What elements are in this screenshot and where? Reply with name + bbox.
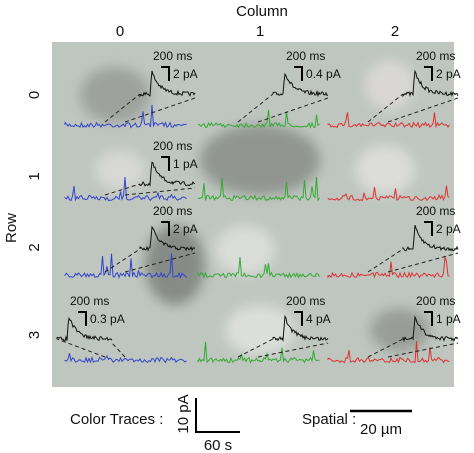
inset-trace <box>139 161 196 187</box>
color-trace <box>327 256 450 279</box>
time-scale: 60 s <box>204 437 232 453</box>
inset-scale-bar <box>424 311 433 326</box>
zoom-line <box>387 342 459 358</box>
inset-time-scale: 200 ms <box>153 49 192 63</box>
inset-time-scale: 200 ms <box>153 139 192 153</box>
color-trace <box>64 253 187 280</box>
row-header: 3 <box>26 331 43 339</box>
zoom-line <box>111 342 126 358</box>
inset-scale-bar <box>78 311 87 326</box>
zoom-line <box>367 93 404 123</box>
row-header: 0 <box>26 91 43 99</box>
column-label: Column <box>236 3 288 20</box>
color-trace <box>64 104 187 129</box>
zoom-line <box>56 338 106 358</box>
inset-scale-bar <box>161 66 170 81</box>
column-header: 1 <box>256 23 264 40</box>
inset-scale-bar <box>424 66 433 81</box>
traces-scale-bar <box>195 398 240 433</box>
zoom-line <box>387 97 459 123</box>
color-trace <box>197 176 320 202</box>
inset-trace <box>402 315 459 343</box>
color-trace <box>327 185 450 202</box>
color-trace <box>64 176 187 202</box>
color-trace <box>197 109 320 129</box>
inset-time-scale: 200 ms <box>286 49 325 63</box>
amplitude-scale: 10 pA <box>175 394 192 433</box>
column-header: 0 <box>116 23 124 40</box>
color-trace <box>197 341 320 364</box>
inset-amplitude-scale: 1 pA <box>436 312 461 326</box>
inset-amplitude-scale: 2 pA <box>173 222 198 236</box>
zoom-line <box>257 342 329 358</box>
zoom-line <box>124 187 196 196</box>
inset-amplitude-scale: 2 pA <box>436 67 461 81</box>
inset-scale-bar <box>294 311 303 326</box>
color-trace <box>327 341 450 364</box>
spatial-scale: 20 µm <box>360 421 402 438</box>
inset-scale-bar <box>424 221 433 236</box>
inset-trace <box>272 72 329 98</box>
inset-trace <box>139 225 196 252</box>
inset-time-scale: 200 ms <box>286 294 325 308</box>
color-trace <box>64 353 187 364</box>
inset-time-scale: 200 ms <box>416 49 455 63</box>
zoom-line <box>257 97 329 123</box>
zoom-line <box>104 93 141 123</box>
inset-amplitude-scale: 1 pA <box>173 157 198 171</box>
inset-trace <box>139 70 196 98</box>
inset-amplitude-scale: 0.3 pA <box>90 312 125 326</box>
inset-scale-bar <box>161 156 170 171</box>
zoom-line <box>124 97 196 123</box>
inset-trace <box>402 69 459 98</box>
inset-amplitude-scale: 2 pA <box>436 222 461 236</box>
inset-trace <box>56 316 113 342</box>
zoom-line <box>237 93 274 123</box>
color-trace <box>327 112 450 129</box>
column-header: 2 <box>391 23 399 40</box>
inset-time-scale: 200 ms <box>153 204 192 218</box>
micrograph-texture <box>80 60 430 355</box>
inset-amplitude-scale: 2 pA <box>173 67 198 81</box>
inset-scale-bar <box>294 66 303 81</box>
inset-trace <box>272 314 329 343</box>
spatial-label: Spatial : <box>302 411 356 428</box>
zoom-line <box>387 252 459 273</box>
inset-scale-bar <box>161 221 170 236</box>
traces-label: Color Traces : <box>70 411 163 428</box>
inset-amplitude-scale: 4 pA <box>306 312 331 326</box>
zoom-line <box>124 252 196 273</box>
inset-time-scale: 200 ms <box>416 294 455 308</box>
color-trace <box>197 257 320 279</box>
inset-trace <box>402 225 459 252</box>
row-label: Row <box>3 213 20 243</box>
inset-amplitude-scale: 0.4 pA <box>306 67 341 81</box>
row-header: 1 <box>26 172 43 180</box>
inset-time-scale: 200 ms <box>416 204 455 218</box>
row-header: 2 <box>26 243 43 251</box>
zoom-line <box>104 183 141 196</box>
inset-time-scale: 200 ms <box>70 294 109 308</box>
